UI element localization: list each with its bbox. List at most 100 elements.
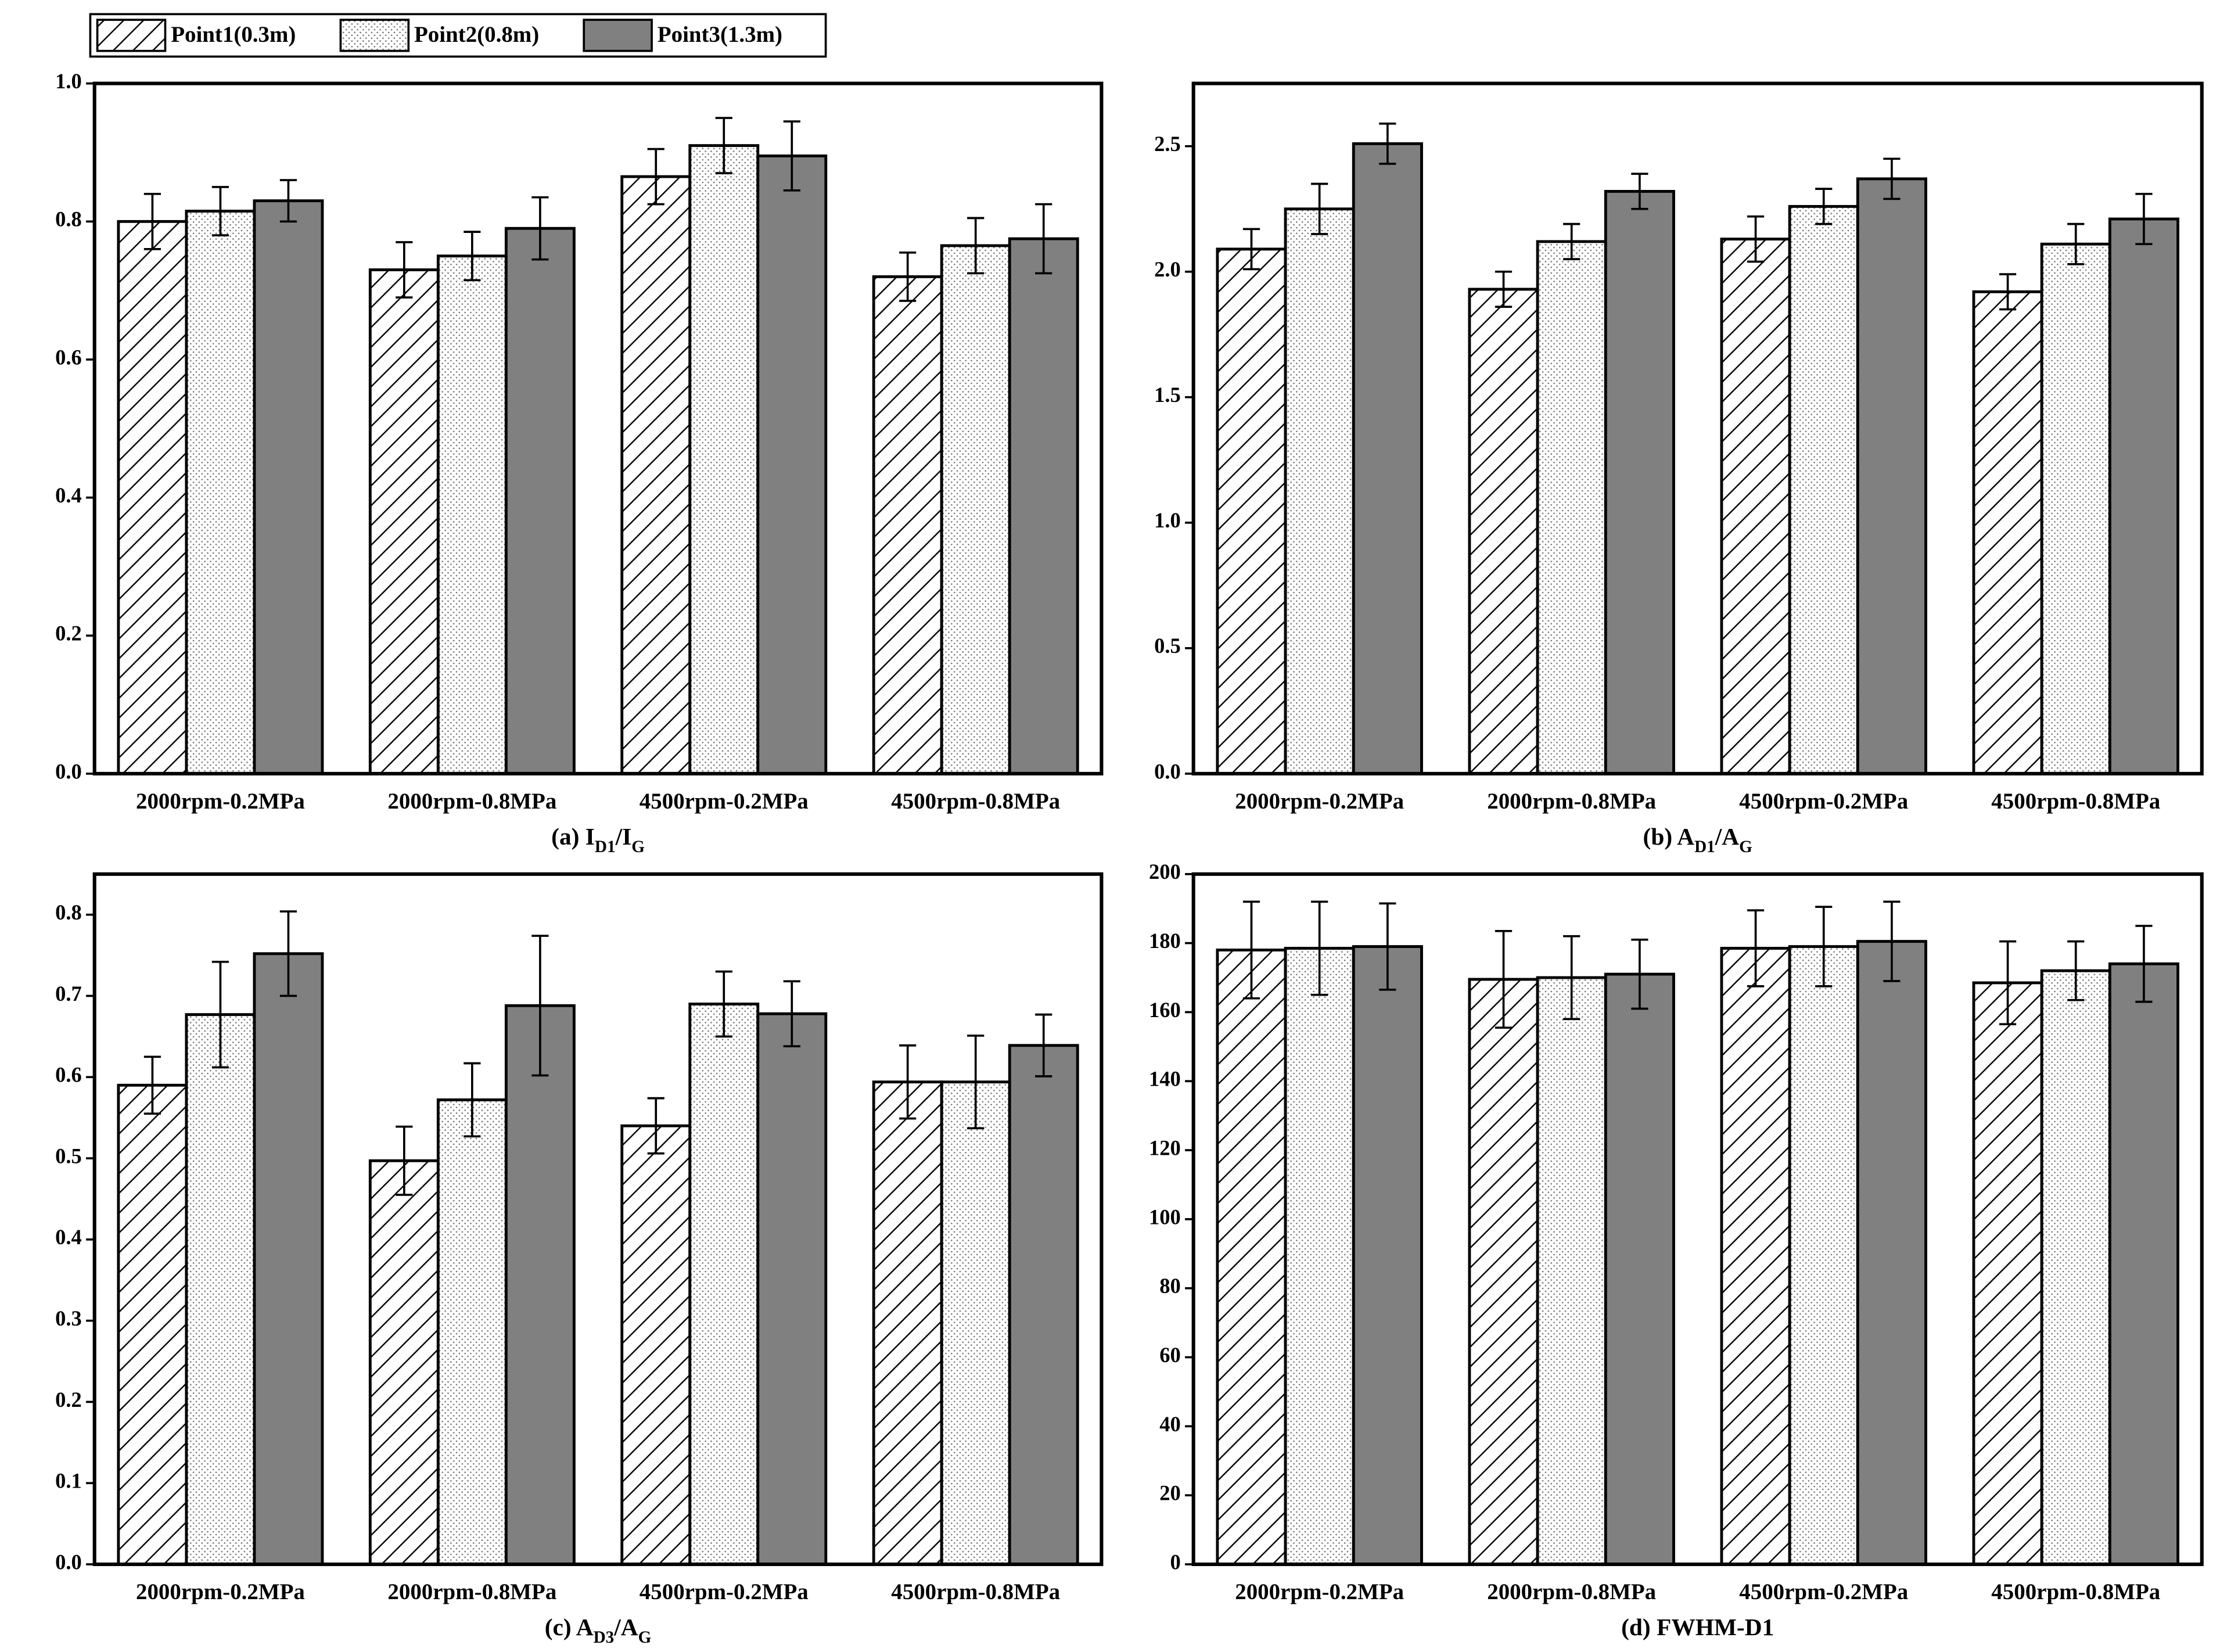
x-tick-label: 2000rpm-0.8MPa [1487,789,1656,814]
y-tick-label: 0.0 [55,759,82,783]
y-tick-label: 80 [1159,1274,1181,1298]
y-tick-label: 0.7 [55,982,82,1005]
bar [1604,190,1675,775]
error-bar [647,148,664,206]
error-bar [783,980,800,1047]
legend-swatch [96,19,167,52]
error-bar [396,1125,413,1196]
bar [1720,238,1791,775]
caption-subscript: G [638,1628,652,1647]
bar [1604,972,1675,1566]
panel: 0.0 0.5 1.0 1.5 2.0 2.5 2000rpm-0.2MPa 2000rpm-… [1154,81,2204,856]
plot-frame [1191,872,2204,1567]
error-bar [1747,215,1765,263]
bar [620,175,692,775]
error-bar [531,935,549,1077]
error-bar [464,231,481,282]
bar [1972,290,2043,775]
bar [620,1124,692,1566]
error-bar [1883,157,1901,200]
error-bar [279,910,297,997]
y-tick-label: 200 [1149,860,1181,884]
bar [2108,217,2179,775]
bar [1468,978,1539,1566]
error-bar [1035,203,1052,275]
y-tick-label: 20 [1159,1481,1181,1505]
bar [688,144,760,775]
error-bar [647,1097,664,1155]
caption-text: /A [1715,823,1739,849]
caption: (a) ID1/IG [551,823,645,856]
y-tick-label: 120 [1149,1136,1181,1159]
error-bar [783,120,800,192]
caption-subscript: D3 [594,1628,615,1647]
x-tick-label: 2000rpm-0.2MPa [136,1579,305,1604]
panel: 0 20 40 60 80 100 120 140 160 180 200 2000rpm-0.2MP… [1149,860,2204,1641]
error-bar [1815,188,1833,225]
caption: (d) FWHM-D1 [1621,1614,1774,1641]
caption-text: /I [615,823,632,849]
bar [940,244,1011,775]
y-tick-label: 0.4 [55,483,82,507]
error-bar [967,1035,985,1130]
error-bar [1035,1013,1052,1078]
error-bar [1311,182,1328,235]
x-tick-label: 2000rpm-0.8MPa [1487,1579,1656,1604]
y-tick-label: 1.0 [55,69,82,93]
panel: 0.0 0.1 0.2 0.3 0.4 0.5 0.6 0.7 0.8 2000rpm-0.2MP… [55,872,1104,1647]
error-bar [1495,929,1513,1029]
caption-subscript: D1 [595,838,616,856]
bar [117,220,188,775]
bar [185,1013,256,1566]
bar [2040,969,2111,1566]
error-bar [1379,122,1396,165]
y-tick-label: 1.5 [1154,383,1181,407]
bar [1352,945,1423,1566]
bar [688,1003,760,1566]
y-tick-label: 0.8 [55,900,82,924]
plot-frame [1191,81,2204,775]
y-tick-label: 1.0 [1154,508,1181,532]
error-bar [464,1062,481,1138]
caption-subscript: D1 [1694,838,1715,856]
y-tick-label: 0.0 [1154,759,1181,783]
bar [436,254,508,775]
error-bar [211,960,229,1069]
bar [368,1159,440,1566]
bar [1972,981,2043,1566]
error-bar [211,186,229,236]
caption-subscript: G [1739,838,1752,856]
y-tick-label: 0.0 [55,1550,82,1574]
x-tick-label: 2000rpm-0.2MPa [136,789,305,814]
caption-text: (c) A [545,1614,594,1641]
bar [1468,288,1539,775]
bar [1216,949,1287,1566]
x-tick-label: 2000rpm-0.2MPa [1235,1579,1404,1604]
y-tick-label: 140 [1149,1067,1181,1091]
bar [940,1080,1011,1566]
plot-frame [92,872,1104,1567]
bar [1008,237,1079,775]
error-bar [1311,900,1328,996]
y-tick-label: 0.5 [55,1144,82,1168]
bar [872,1080,943,1566]
x-tick-label: 2000rpm-0.2MPa [1235,789,1404,814]
error-bar [1242,900,1260,1000]
x-tick-label: 4500rpm-0.8MPa [1991,789,2160,814]
plot-frame [92,81,1104,775]
bar [185,210,256,775]
y-tick-label: 0.8 [55,207,82,231]
caption-text: (a) I [551,823,595,850]
y-tick-label: 0.6 [55,1063,82,1087]
legend-label: Point3(1.3m) [658,22,782,47]
bar [756,1012,828,1566]
error-bar [1495,270,1513,308]
bar [253,952,324,1566]
error-bar [2135,192,2153,246]
error-bar [1815,906,1833,987]
error-bar [279,179,297,223]
x-tick-label: 4500rpm-0.8MPa [891,789,1060,814]
y-tick-label: 0.1 [55,1469,82,1493]
bar [253,199,324,775]
